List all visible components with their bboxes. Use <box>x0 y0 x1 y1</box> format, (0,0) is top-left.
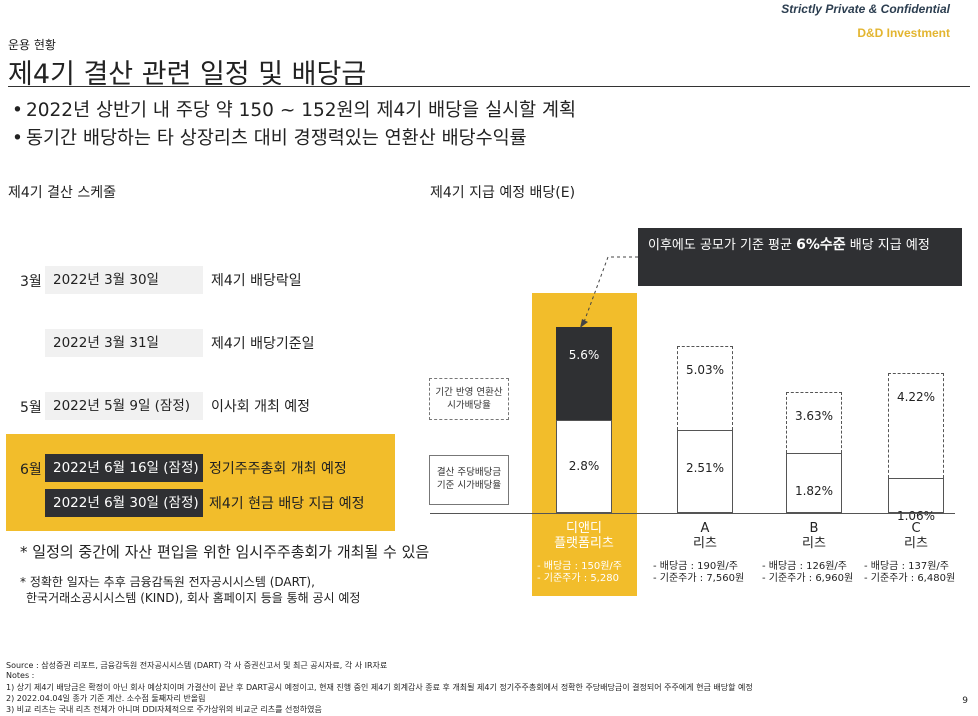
schedule-disclaimer: 한국거래소공시시스템 (KIND), 회사 홈페이지 등을 통해 공시 예정 <box>26 591 361 605</box>
bar-lower: 1.06% <box>888 477 944 523</box>
footnote: 1) 상기 제4기 배당금은 확정이 아닌 회사 예상치이며 가결산이 끝난 후… <box>6 683 753 692</box>
callout-box: 이후에도 공모가 기준 평균 6%수준 배당 지급 예정 <box>638 228 962 286</box>
schedule-date: 2022년 6월 16일 (잠정) <box>45 454 203 482</box>
schedule-date: 2022년 3월 30일 <box>45 266 203 294</box>
bar-detail-line: - 기준주가 : 6,960원 <box>762 573 854 584</box>
schedule-heading: 제4기 결산 스케줄 <box>8 185 116 201</box>
callout-text: 이후에도 공모가 기준 평균 <box>648 238 797 253</box>
bar-detail-line: - 배당금 : 150원/주 <box>537 561 622 572</box>
page-number: 9 <box>962 696 968 706</box>
legend-upper: 기간 반영 연환산 시가배당율 <box>429 378 509 420</box>
category-label: 디앤디 플랫폼리츠 <box>526 521 642 551</box>
bar-upper: 5.03% <box>677 346 733 430</box>
category-label-line: 리츠 <box>693 536 717 551</box>
bar-detail: - 배당금 : 126원/주 - 기준주가 : 6,960원 <box>762 561 853 585</box>
bar-value-label: 5.03% <box>685 363 725 377</box>
bar-value-label: 1.06% <box>896 508 936 523</box>
bar-detail-line: - 배당금 : 126원/주 <box>762 561 847 572</box>
schedule-event: 정기주주총회 개최 예정 <box>209 461 347 477</box>
bar-value-label: 2.51% <box>685 460 725 475</box>
bar-value-label: 3.63% <box>794 409 834 424</box>
schedule-event: 제4기 현금 배당 지급 예정 <box>209 496 365 512</box>
category-label-line: B <box>809 521 819 536</box>
brand-logo: D&D Investment <box>857 26 950 40</box>
source-note: Source : 삼성증권 리포트, 금융감독원 전자공시시스템 (DART) … <box>6 661 388 670</box>
category-label-line: C <box>911 521 921 536</box>
category-label-line: 리츠 <box>904 536 928 551</box>
bar-lower: 2.51% <box>677 429 733 513</box>
bullet-item: • 2022년 상반기 내 주당 약 150 ~ 152원의 제4기 배당을 실시… <box>12 100 577 121</box>
bar-detail-line: - 기준주가 : 5,280 <box>537 573 619 584</box>
title-divider <box>8 86 970 87</box>
month-label: 3월 <box>20 274 42 290</box>
schedule-note: * 일정의 중간에 자산 편입을 위한 임시주주총회가 개최될 수 있음 <box>20 543 430 561</box>
bar-upper: 4.22% <box>888 372 944 478</box>
schedule-date: 2022년 5월 9일 (잠정) <box>45 392 203 420</box>
bar-lower: 2.8% <box>556 420 612 513</box>
bullet-text: 2022년 상반기 내 주당 약 150 ~ 152원의 제4기 배당을 실시할… <box>26 100 577 121</box>
callout-text: 배당 지급 예정 <box>845 238 930 253</box>
month-label: 5월 <box>20 400 42 416</box>
schedule-disclaimer: * 정확한 일자는 추후 금융감독원 전자공시시스템 (DART), <box>20 575 315 589</box>
legend-lower: 결산 주당배당금 기준 시가배당율 <box>429 455 509 505</box>
bar-upper: 3.63% <box>786 392 842 453</box>
bar-detail-line: - 기준주가 : 7,560원 <box>653 573 745 584</box>
schedule-event: 제4기 배당락일 <box>211 273 302 289</box>
legend-text: 기간 반영 연환산 <box>435 387 503 398</box>
bar-value-label: 1.82% <box>794 483 834 498</box>
bar-detail: - 배당금 : 150원/주 - 기준주가 : 5,280 <box>537 561 622 585</box>
schedule-event: 이사회 개최 예정 <box>211 399 311 415</box>
bullet-item: • 동기간 배당하는 타 상장리츠 대비 경쟁력있는 연환산 배당수익률 <box>12 128 527 149</box>
confidential-label: Strictly Private & Confidential <box>781 2 950 16</box>
bar-detail: - 배당금 : 137원/주 - 기준주가 : 6,480원 <box>864 561 955 585</box>
bar-detail-line: - 배당금 : 137원/주 <box>864 561 949 572</box>
bar-detail-line: - 기준주가 : 6,480원 <box>864 573 956 584</box>
chart-title: 제4기 지급 예정 배당(E) <box>430 185 576 201</box>
bar-lower: 1.82% <box>786 452 842 513</box>
bar-value-label: 4.22% <box>896 389 936 404</box>
notes-label: Notes : <box>6 671 35 680</box>
category-label: B 리츠 <box>756 521 872 551</box>
category-label: C 리츠 <box>858 521 974 551</box>
footnote: 2) 2022.04.04일 종가 기준 계산. 소수점 둘째자리 반올림 <box>6 694 206 703</box>
category-label-line: 플랫폼리츠 <box>554 536 614 551</box>
schedule-date: 2022년 3월 31일 <box>45 329 203 357</box>
page-title: 제4기 결산 관련 일정 및 배당금 <box>8 59 367 90</box>
bar-value-label: 5.6% <box>568 348 600 363</box>
chart-baseline <box>430 513 955 514</box>
month-label: 6월 <box>20 462 42 478</box>
callout-highlight: 6%수준 <box>796 237 846 253</box>
section-label: 운용 현황 <box>8 38 56 52</box>
bar-value-label: 2.8% <box>568 459 600 474</box>
category-label-line: 리츠 <box>802 536 826 551</box>
bar-detail: - 배당금 : 190원/주 - 기준주가 : 7,560원 <box>653 561 744 585</box>
category-label: A 리츠 <box>647 521 763 551</box>
category-label-line: 디앤디 <box>566 521 602 536</box>
schedule-event: 제4기 배당기준일 <box>211 336 315 352</box>
legend-text: 시가배당율 <box>447 400 491 411</box>
footnote: 3) 비교 리츠는 국내 리츠 전체가 아니며 DDI자체적으로 주가상위의 비… <box>6 705 322 714</box>
bar-detail-line: - 배당금 : 190원/주 <box>653 561 738 572</box>
legend-text: 기준 시가배당율 <box>436 480 502 491</box>
bullet-text: 동기간 배당하는 타 상장리츠 대비 경쟁력있는 연환산 배당수익률 <box>26 128 527 149</box>
category-label-line: A <box>700 521 710 536</box>
legend-text: 결산 주당배당금 <box>436 467 502 478</box>
schedule-date: 2022년 6월 30일 (잠정) <box>45 489 203 517</box>
